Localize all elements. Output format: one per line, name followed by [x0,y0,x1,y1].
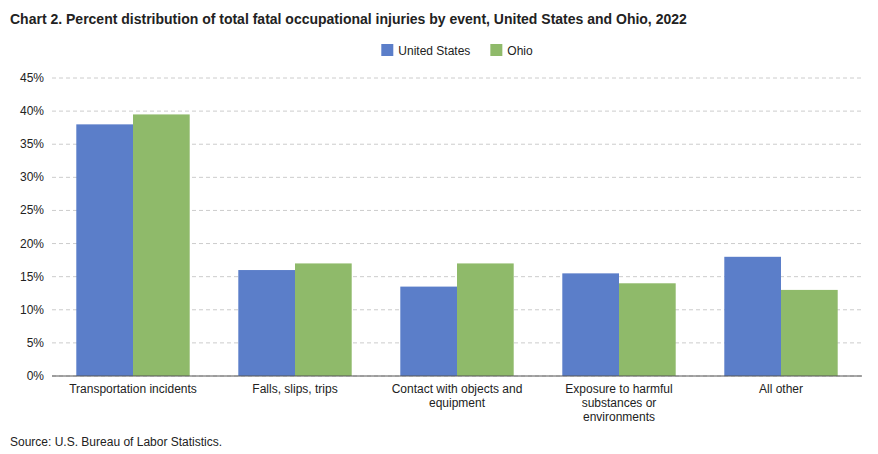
x-tick-label: All other [759,382,803,396]
legend-label: United States [398,44,470,58]
y-tick-label: 35% [20,137,44,151]
x-tick-label-line: environments [583,410,655,424]
legend-swatch [490,44,502,56]
grid-line [52,111,862,112]
legend-label: Ohio [507,44,533,58]
x-tick-label-line: equipment [429,396,486,410]
bar [238,270,295,376]
x-tick-label-line: Exposure to harmful [565,382,672,396]
y-tick-label: 30% [20,170,44,184]
y-tick-label: 0% [27,369,45,383]
x-tick-label-line: Contact with objects and [392,382,523,396]
title: Chart 2. Percent distribution of total f… [10,11,687,27]
x-tick-label-line: All other [759,382,803,396]
y-tick-label: 10% [20,303,44,317]
y-tick-label: 40% [20,104,44,118]
legend-item: Ohio [490,44,533,58]
source: Source: U.S. Bureau of Labor Statistics. [10,435,222,449]
bar [400,287,457,376]
legend: United States Ohio [381,44,533,58]
x-tick-label-line: Transportation incidents [69,382,197,396]
bars [76,114,837,376]
bar [76,124,133,376]
x-tick-label-line: Falls, slips, trips [252,382,337,396]
x-tick-label: Exposure to harmfulsubstances orenvironm… [565,382,672,424]
bar [562,273,619,376]
x-tick-label: Transportation incidents [69,382,197,396]
legend-item: United States [381,44,470,58]
bar [724,257,781,376]
x-axis-line [52,376,862,377]
bar [133,114,190,376]
x-tick-label-line: substances or [582,396,657,410]
grid [52,78,862,376]
y-tick-label: 20% [20,237,44,251]
y-tick-label: 25% [20,203,44,217]
grid-line [52,376,862,377]
bar [781,290,838,376]
y-tick-label: 45% [20,71,44,85]
chart: Chart 2. Percent distribution of total f… [0,0,878,454]
legend-swatch [381,44,393,56]
bar [619,283,676,376]
y-tick-label: 15% [20,270,44,284]
x-tick-label: Falls, slips, trips [252,382,337,396]
bar [295,263,352,376]
x-tick-label: Contact with objects andequipment [392,382,523,410]
grid-line [52,78,862,79]
y-tick-label: 5% [27,336,45,350]
bar [457,263,514,376]
